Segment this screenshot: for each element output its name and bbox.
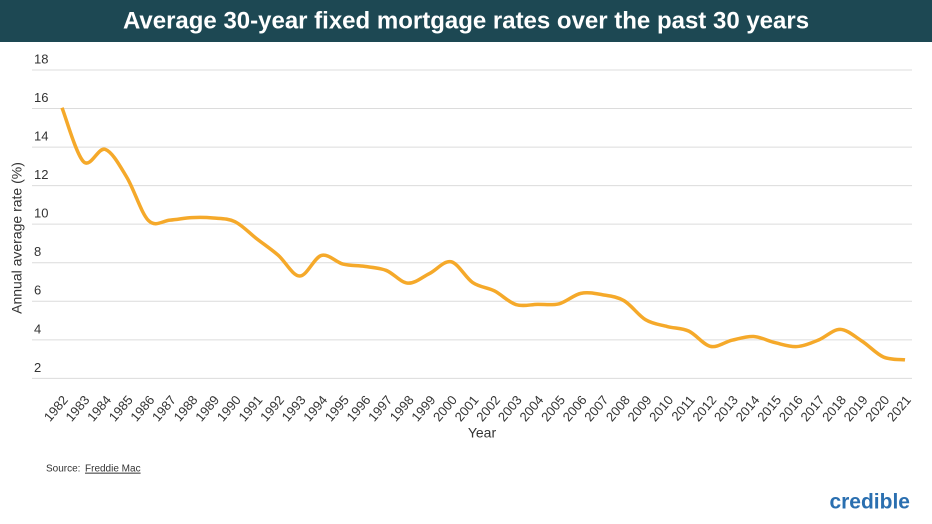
x-tick-label: 1996 xyxy=(343,392,373,424)
x-tick-label: 2007 xyxy=(581,392,611,424)
x-tick-label: 2013 xyxy=(711,392,741,424)
x-tick-label: 2020 xyxy=(862,392,892,424)
logo: credible xyxy=(829,491,910,514)
x-tick-label: 1984 xyxy=(84,392,114,424)
x-tick-label: 1991 xyxy=(235,392,265,424)
y-tick-label: 16 xyxy=(34,90,48,105)
x-tick-label: 1989 xyxy=(192,392,222,424)
x-axis-label: Year xyxy=(468,425,497,441)
x-tick-label: 2014 xyxy=(733,392,763,424)
y-tick-label: 18 xyxy=(34,51,48,66)
x-tick-label: 2002 xyxy=(473,392,503,424)
source-link[interactable]: Freddie Mac xyxy=(85,464,141,475)
x-tick-label: 2008 xyxy=(603,392,633,424)
x-tick-label: 2004 xyxy=(516,392,546,424)
x-tick-label: 1985 xyxy=(106,392,136,424)
y-tick-label: 2 xyxy=(34,360,41,375)
x-tick-label: 2001 xyxy=(452,392,482,424)
y-tick-label: 8 xyxy=(34,244,41,259)
x-tick-label: 1994 xyxy=(300,392,330,424)
x-tick-label: 2016 xyxy=(776,392,806,424)
x-tick-label: 1987 xyxy=(149,392,179,424)
x-tick-label: 2017 xyxy=(797,392,827,424)
y-tick-label: 4 xyxy=(34,321,41,336)
x-tick-label: 1982 xyxy=(41,392,71,424)
x-tick-label: 2010 xyxy=(646,392,676,424)
y-tick-label: 14 xyxy=(34,129,48,144)
x-tick-label: 1993 xyxy=(279,392,309,424)
source-label: Source: xyxy=(46,464,80,475)
x-tick-label: 2015 xyxy=(754,392,784,424)
x-tick-label: 1997 xyxy=(365,392,395,424)
x-tick-label: 1986 xyxy=(127,392,157,424)
x-tick-label: 2009 xyxy=(624,392,654,424)
title-banner xyxy=(0,0,932,42)
y-tick-label: 10 xyxy=(34,206,48,221)
x-tick-label: 2005 xyxy=(538,392,568,424)
line xyxy=(60,107,906,362)
y-tick-label: 12 xyxy=(34,167,48,182)
y-axis-label: Annual average rate (%) xyxy=(9,162,25,314)
x-tick-label: 1992 xyxy=(257,392,287,424)
x-tick-label: 2012 xyxy=(689,392,719,424)
x-tick-label: 2021 xyxy=(884,392,914,424)
x-tick-label: 2003 xyxy=(495,392,525,424)
x-tick-label: 2000 xyxy=(430,392,460,424)
x-tick-label: 2019 xyxy=(841,392,871,424)
x-tick-label: 2006 xyxy=(560,392,590,424)
x-tick-label: 1999 xyxy=(408,392,438,424)
chart-title: Average 30-year fixed mortgage rates ove… xyxy=(123,7,809,34)
x-tick-label: 1998 xyxy=(387,392,417,424)
x-tick-label: 1995 xyxy=(322,392,352,424)
x-tick-label: 1983 xyxy=(62,392,92,424)
x-tick-label: 2018 xyxy=(819,392,849,424)
x-tick-label: 1990 xyxy=(214,392,244,424)
x-tick-label: 1988 xyxy=(171,392,201,424)
y-tick-label: 6 xyxy=(34,283,41,298)
